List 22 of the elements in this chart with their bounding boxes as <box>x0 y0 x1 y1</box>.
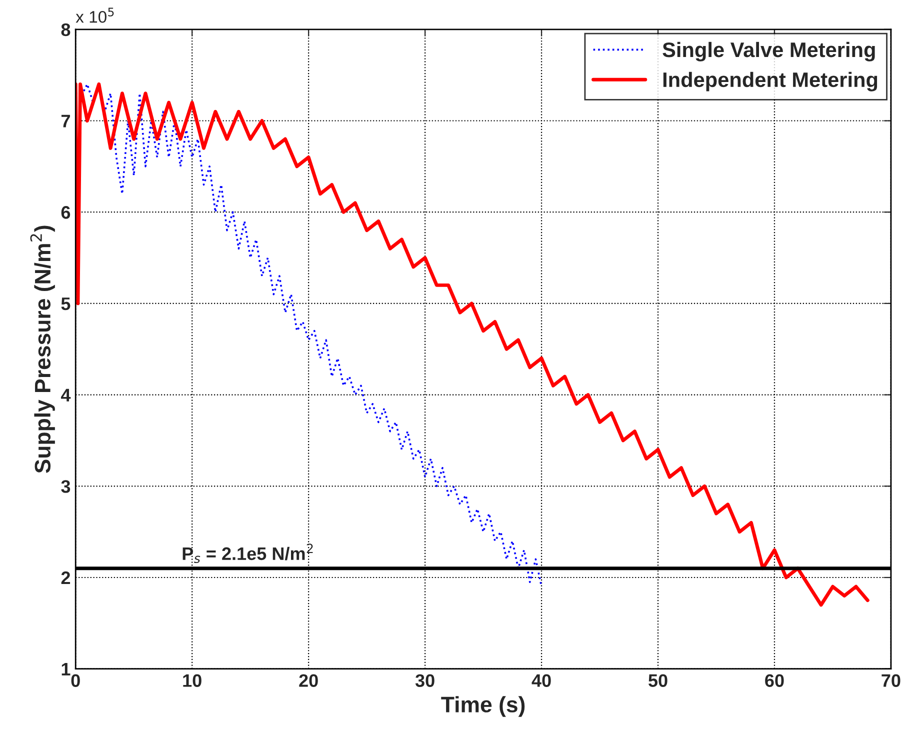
x-tick-label: 70 <box>882 674 900 687</box>
x-tick-label: 60 <box>765 674 784 687</box>
legend-label: Single Valve Metering <box>662 42 875 62</box>
x-tick-label: 20 <box>299 674 318 687</box>
text: x 10$^{5}$ <box>76 8 114 23</box>
y-tick-label: 1 <box>62 662 70 676</box>
x-axis-title: Time (s) <box>441 696 525 717</box>
y-tick-label: 3 <box>61 480 70 493</box>
x-tick-label: 0 <box>71 674 80 687</box>
legend-label: Independent Metering <box>663 72 878 92</box>
ref-line-label: P$_{s}$ = 2.1e5 N/m$^{2}$ <box>182 544 313 564</box>
x-tick-label: 30 <box>415 674 434 687</box>
y-tick-label: 2 <box>61 571 70 584</box>
y-tick-label: 4 <box>60 388 71 402</box>
x-tick-label: 10 <box>183 674 202 687</box>
y-axis-title: Supply Pressure (N/m$^{2}$) <box>30 226 55 474</box>
x-tick-label: 40 <box>532 674 551 687</box>
y-tick-label: 7 <box>61 114 70 128</box>
x-tick-label: 50 <box>648 674 668 687</box>
y-tick-label: 6 <box>61 206 70 219</box>
y-tick-label: 5 <box>61 298 70 310</box>
y-tick-label: 8 <box>61 23 70 36</box>
